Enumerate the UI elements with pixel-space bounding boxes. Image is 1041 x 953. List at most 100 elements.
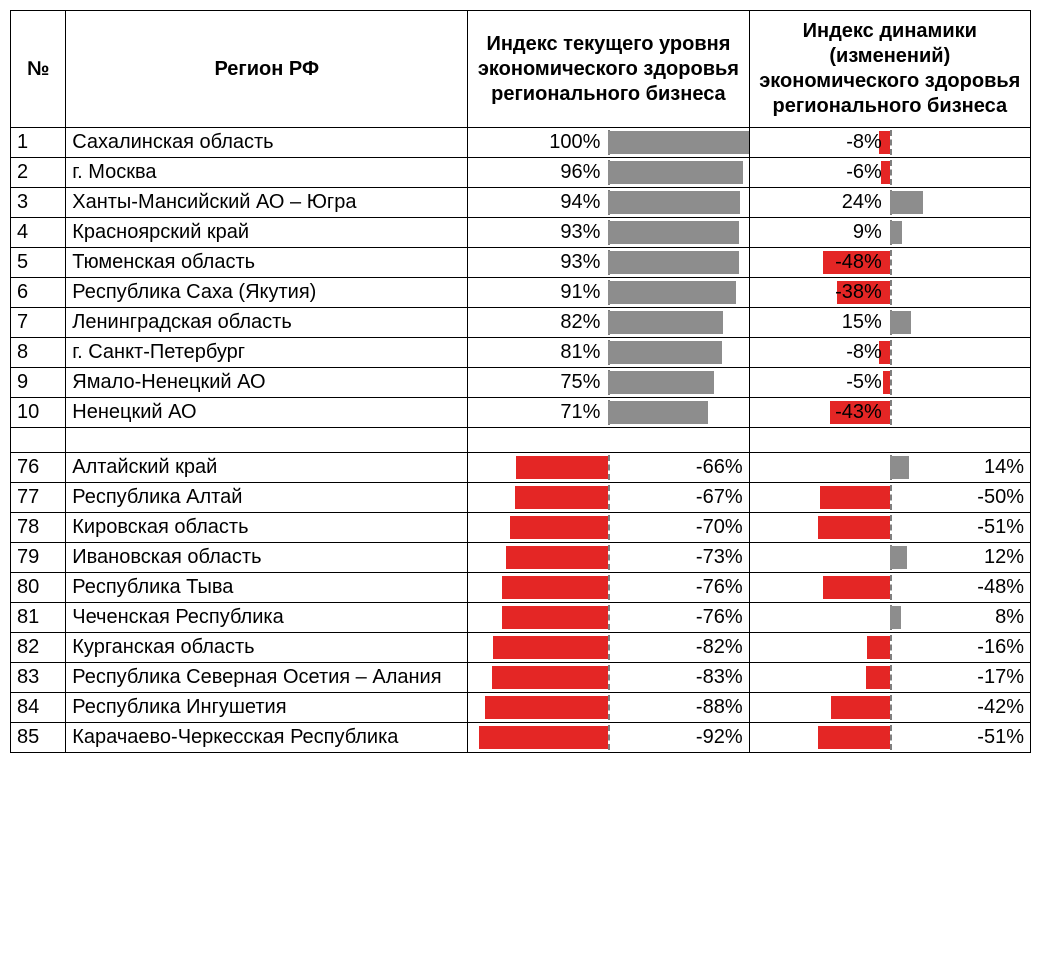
cell-region: Республика Тыва bbox=[66, 573, 468, 603]
cell-region: Республика Саха (Якутия) bbox=[66, 278, 468, 308]
cell-region: Карачаево-Черкесская Республика bbox=[66, 723, 468, 753]
bar-positive bbox=[608, 131, 748, 154]
table-row: 7Ленинградская область82%15% bbox=[11, 308, 1031, 338]
bar-cell: 14% bbox=[749, 453, 1030, 483]
bar-cell: 93% bbox=[468, 248, 749, 278]
table-row: 1Сахалинская область100%-8% bbox=[11, 128, 1031, 158]
cell-num: 82 bbox=[11, 633, 66, 663]
table-row: 83Республика Северная Осетия – Алания-83… bbox=[11, 663, 1031, 693]
bar-positive bbox=[608, 281, 736, 304]
cell-num: 84 bbox=[11, 693, 66, 723]
bar-positive bbox=[608, 341, 722, 364]
bar-cell: -67% bbox=[468, 483, 749, 513]
cell-region: Ленинградская область bbox=[66, 308, 468, 338]
bar-cell: -16% bbox=[749, 633, 1030, 663]
bar-label: -76% bbox=[608, 603, 742, 632]
bar-cell: 96% bbox=[468, 158, 749, 188]
axis-line bbox=[890, 280, 892, 305]
cell-region: Курганская область bbox=[66, 633, 468, 663]
bar-cell: 24% bbox=[749, 188, 1030, 218]
header-region: Регион РФ bbox=[66, 11, 468, 128]
bar-positive bbox=[608, 401, 708, 424]
bar-label: -51% bbox=[890, 513, 1024, 542]
bar-negative bbox=[823, 576, 890, 599]
bar-cell: 71% bbox=[468, 398, 749, 428]
axis-line bbox=[890, 160, 892, 185]
bar-cell: -48% bbox=[749, 573, 1030, 603]
bar-cell: 100% bbox=[468, 128, 749, 158]
table-row: 78Кировская область-70%-51% bbox=[11, 513, 1031, 543]
bar-cell: 91% bbox=[468, 278, 749, 308]
cell-num: 9 bbox=[11, 368, 66, 398]
bar-label: -51% bbox=[890, 723, 1024, 752]
bar-label: -92% bbox=[608, 723, 742, 752]
cell-num: 2 bbox=[11, 158, 66, 188]
bar-label: -48% bbox=[835, 248, 890, 277]
bar-cell: -51% bbox=[749, 723, 1030, 753]
bar-positive bbox=[890, 311, 911, 334]
bar-negative bbox=[502, 606, 609, 629]
cell-region: Ненецкий АО bbox=[66, 398, 468, 428]
bar-label: -8% bbox=[846, 338, 890, 367]
cell-region: г. Санкт-Петербург bbox=[66, 338, 468, 368]
table-row: 85Карачаево-Черкесская Республика-92%-51… bbox=[11, 723, 1031, 753]
cell-region: Красноярский край bbox=[66, 218, 468, 248]
cell-num: 7 bbox=[11, 308, 66, 338]
bar-positive bbox=[608, 161, 743, 184]
bar-cell: -42% bbox=[749, 693, 1030, 723]
table-row: 80Республика Тыва-76%-48% bbox=[11, 573, 1031, 603]
bar-cell: 9% bbox=[749, 218, 1030, 248]
bar-cell: -76% bbox=[468, 603, 749, 633]
cell-region: Сахалинская область bbox=[66, 128, 468, 158]
table-row: 5Тюменская область93%-48% bbox=[11, 248, 1031, 278]
cell-num: 6 bbox=[11, 278, 66, 308]
bar-label: 81% bbox=[560, 338, 608, 367]
gap-cell bbox=[468, 428, 749, 453]
bar-cell: -8% bbox=[749, 128, 1030, 158]
table-row: 2г. Москва96% -6% bbox=[11, 158, 1031, 188]
gap-cell bbox=[11, 428, 66, 453]
table-body: 1Сахалинская область100%-8%2г. Москва96%… bbox=[11, 128, 1031, 753]
bar-cell: -70% bbox=[468, 513, 749, 543]
table-row: 82Курганская область -82%-16% bbox=[11, 633, 1031, 663]
bar-label: -42% bbox=[890, 693, 1024, 722]
table-row: 4Красноярский край93%9% bbox=[11, 218, 1031, 248]
bar-cell: -6% bbox=[749, 158, 1030, 188]
bar-label: 93% bbox=[560, 248, 608, 277]
bar-label: -66% bbox=[608, 453, 742, 482]
bar-label: 9% bbox=[853, 218, 890, 247]
table-row: 81Чеченская Республика-76%8% bbox=[11, 603, 1031, 633]
bar-negative bbox=[820, 486, 890, 509]
bar-cell: -43% bbox=[749, 398, 1030, 428]
bar-cell: 75% bbox=[468, 368, 749, 398]
cell-num: 3 bbox=[11, 188, 66, 218]
bar-negative bbox=[506, 546, 608, 569]
table-row: 10Ненецкий АО 71% -43% bbox=[11, 398, 1031, 428]
cell-region: Республика Северная Осетия – Алания bbox=[66, 663, 468, 693]
bar-negative bbox=[818, 516, 889, 539]
bar-label: 71% bbox=[560, 398, 608, 427]
cell-region: Ямало-Ненецкий АО bbox=[66, 368, 468, 398]
bar-label: -70% bbox=[608, 513, 742, 542]
gap-cell bbox=[749, 428, 1030, 453]
bar-cell: -5% bbox=[749, 368, 1030, 398]
bar-label: 24% bbox=[842, 188, 890, 217]
bar-label: 100% bbox=[549, 128, 608, 157]
bar-negative bbox=[510, 516, 608, 539]
cell-num: 10 bbox=[11, 398, 66, 428]
bar-label: 82% bbox=[560, 308, 608, 337]
bar-positive bbox=[608, 221, 738, 244]
bar-negative bbox=[516, 456, 609, 479]
bar-label: -82% bbox=[608, 633, 742, 662]
cell-region: г. Москва bbox=[66, 158, 468, 188]
bar-cell: -38% bbox=[749, 278, 1030, 308]
cell-num: 77 bbox=[11, 483, 66, 513]
axis-line bbox=[890, 370, 892, 395]
bar-negative bbox=[485, 696, 608, 719]
bar-label: -38% bbox=[835, 278, 890, 307]
bar-label: -6% bbox=[846, 158, 890, 187]
bar-negative bbox=[479, 726, 608, 749]
table-row: 79Ивановская область-73%12% bbox=[11, 543, 1031, 573]
bar-label: -50% bbox=[890, 483, 1024, 512]
table-row: 84Республика Ингушетия-88%-42% bbox=[11, 693, 1031, 723]
